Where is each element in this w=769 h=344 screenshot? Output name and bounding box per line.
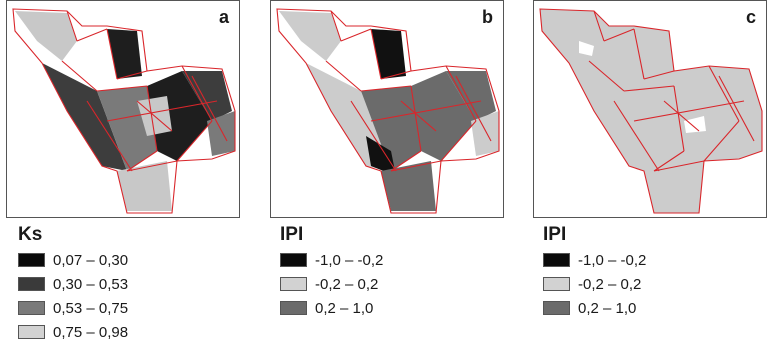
legend-ipi-b: IPI -1,0 – -0,2 -0,2 – 0,2 0,2 – 1,0 [280, 224, 383, 320]
legend-swatch [18, 277, 45, 291]
legend-swatch [18, 325, 45, 339]
legend-ipi-c: IPI -1,0 – -0,2 -0,2 – 0,2 0,2 – 1,0 [543, 224, 646, 320]
panel-letter-a: a [218, 7, 229, 27]
legend-swatch [18, 301, 45, 315]
field-south [381, 161, 436, 211]
field-west [279, 11, 341, 61]
legend-label: -0,2 – 0,2 [578, 275, 642, 293]
legend-swatch [280, 277, 307, 291]
fields-a [15, 11, 235, 211]
legend-label: 0,2 – 1,0 [315, 299, 374, 317]
field-boundaries-a [12, 8, 236, 214]
map-panel-c: c [533, 0, 767, 218]
legend-swatch [18, 253, 45, 267]
legend-label: 0,2 – 1,0 [578, 299, 637, 317]
field-north [107, 29, 142, 79]
field-strip-3 [411, 71, 476, 161]
field-boundaries-b [276, 8, 500, 214]
map-c [539, 8, 763, 214]
field-south [117, 161, 172, 211]
field-strip-4 [446, 71, 496, 121]
field-boundaries-c [539, 8, 763, 214]
legend-title: IPI [280, 224, 304, 245]
legend-item: 0,07 – 0,30 [18, 248, 128, 272]
legend-item: 0,30 – 0,53 [18, 272, 128, 296]
field-west [15, 11, 77, 61]
legend-ks: Ks 0,07 – 0,30 0,30 – 0,53 0,53 – 0,75 0… [18, 224, 128, 344]
field-dark [366, 136, 396, 176]
field-strip-4 [182, 71, 232, 121]
field-east [207, 111, 235, 156]
fields-c [540, 9, 762, 213]
legend-label: -1,0 – -0,2 [315, 251, 384, 269]
map-b [276, 8, 500, 214]
panel-letter-c: c [745, 7, 756, 27]
field-all [540, 9, 762, 213]
legend-label: 0,30 – 0,53 [53, 275, 129, 293]
field-strip-3 [147, 71, 212, 161]
field-gap-2 [684, 116, 706, 133]
legend-swatch [543, 301, 570, 315]
legend-swatch [543, 277, 570, 291]
legend-swatch [543, 253, 570, 267]
map-panel-b: b [270, 0, 504, 218]
field-strip-1 [42, 63, 127, 171]
legend-item: 0,75 – 0,98 [18, 320, 128, 344]
field-north [371, 29, 406, 79]
map-panel-a: a [6, 0, 240, 218]
panel-letter-b: b [482, 7, 493, 27]
legend-item: -0,2 – 0,2 [543, 272, 646, 296]
legend-label: 0,75 – 0,98 [53, 323, 129, 341]
fields-b [279, 11, 499, 211]
legend-label: 0,53 – 0,75 [53, 299, 129, 317]
legend-item: -1,0 – -0,2 [543, 248, 646, 272]
map-a [12, 8, 236, 214]
field-east [471, 111, 499, 156]
legend-label: -1,0 – -0,2 [578, 251, 647, 269]
legend-item: 0,2 – 1,0 [543, 296, 646, 320]
legend-item: 0,2 – 1,0 [280, 296, 383, 320]
field-gap-1 [579, 41, 594, 56]
legend-item: 0,53 – 0,75 [18, 296, 128, 320]
legend-item: -1,0 – -0,2 [280, 248, 383, 272]
legend-label: 0,07 – 0,30 [53, 251, 129, 269]
legend-title: Ks [18, 224, 43, 245]
field-strip-2 [361, 86, 421, 171]
legend-item: -0,2 – 0,2 [280, 272, 383, 296]
legend-swatch [280, 301, 307, 315]
legend-label: -0,2 – 0,2 [315, 275, 379, 293]
legend-title: IPI [543, 224, 567, 245]
legend-swatch [280, 253, 307, 267]
